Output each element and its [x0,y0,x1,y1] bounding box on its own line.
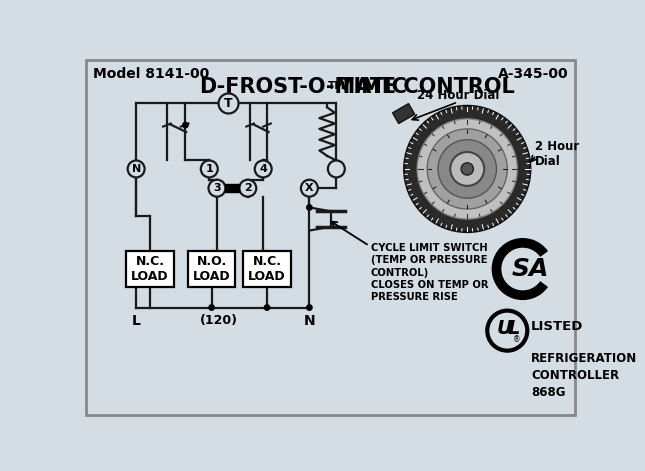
Circle shape [208,180,226,197]
Circle shape [201,161,218,178]
Text: N.O.
LOAD: N.O. LOAD [193,255,230,283]
Text: L: L [132,314,141,328]
Text: 2: 2 [244,183,252,193]
Circle shape [128,161,144,178]
Text: X: X [305,183,313,193]
Circle shape [183,122,188,128]
Circle shape [306,205,312,210]
Text: TM: TM [328,81,346,91]
Text: (120): (120) [201,314,238,327]
Bar [188,252,235,287]
Text: T: T [224,97,233,110]
Circle shape [301,180,318,197]
Circle shape [306,305,312,310]
Text: A-345-00: A-345-00 [497,67,568,81]
Text: ®: ® [513,335,521,344]
Circle shape [417,119,517,219]
Text: N.C.
LOAD: N.C. LOAD [248,255,286,283]
Bar [393,104,415,123]
Text: TIME CONTROL: TIME CONTROL [332,77,515,97]
Text: N.C.
LOAD: N.C. LOAD [131,255,169,283]
Circle shape [219,93,239,114]
Bar [126,252,174,287]
Text: Model 8141-00: Model 8141-00 [93,67,209,81]
Text: 3: 3 [213,183,221,193]
Text: U: U [496,319,512,338]
Circle shape [427,129,507,209]
Text: 4: 4 [259,164,267,174]
Circle shape [255,161,272,178]
Circle shape [209,305,214,310]
Text: 1: 1 [205,164,213,174]
Circle shape [438,140,497,198]
Circle shape [264,305,270,310]
Text: D-FROST-O-MATIC: D-FROST-O-MATIC [199,77,407,97]
Circle shape [404,106,530,232]
Text: SA: SA [511,257,549,281]
Text: REFRIGERATION
CONTROLLER
868G: REFRIGERATION CONTROLLER 868G [531,352,637,399]
Text: CYCLE LIMIT SWITCH
(TEMP OR PRESSURE
CONTROL)
CLOSES ON TEMP OR
PRESSURE RISE: CYCLE LIMIT SWITCH (TEMP OR PRESSURE CON… [371,243,488,302]
Circle shape [461,163,473,175]
Text: 24 Hour Dial: 24 Hour Dial [417,89,499,102]
Bar [243,252,291,287]
Circle shape [239,180,256,197]
Text: N: N [132,164,141,174]
Bar [226,184,239,192]
Text: N: N [304,314,315,328]
Circle shape [328,161,345,178]
Text: L: L [507,319,520,338]
Text: 2 Hour
Dial: 2 Hour Dial [535,139,579,168]
Circle shape [450,152,484,186]
Text: LISTED: LISTED [531,320,584,333]
